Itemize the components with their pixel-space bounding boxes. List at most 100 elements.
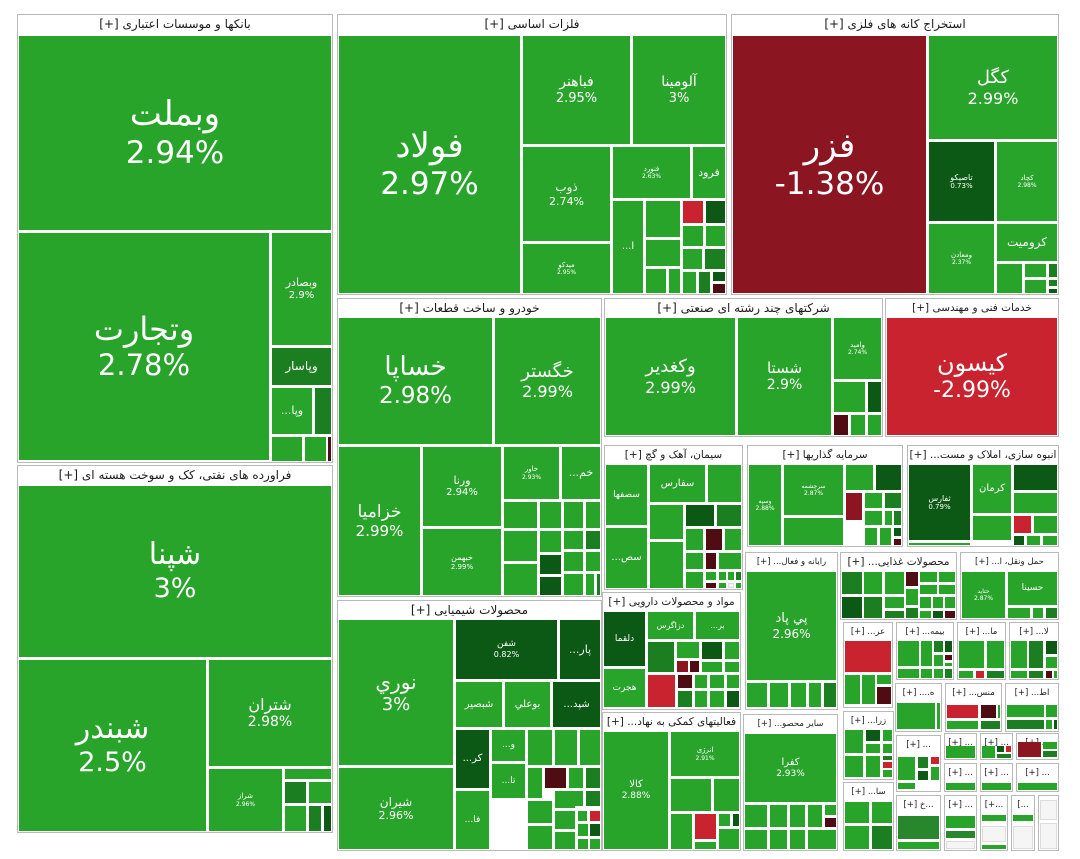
treemap-cell[interactable] xyxy=(946,831,975,838)
treemap-cell[interactable] xyxy=(1049,289,1057,293)
treemap-cell[interactable] xyxy=(791,683,806,707)
treemap-cell[interactable] xyxy=(784,518,843,545)
treemap-cell[interactable] xyxy=(845,802,869,823)
treemap-cell[interactable] xyxy=(714,779,739,811)
treemap-cell[interactable]: سصفها xyxy=(606,465,647,525)
treemap-cell[interactable]: انرژی 2.91% xyxy=(671,732,739,776)
treemap-cell[interactable] xyxy=(1033,608,1043,618)
treemap-cell[interactable] xyxy=(885,597,904,608)
treemap-cell[interactable] xyxy=(285,769,331,779)
treemap-cell[interactable] xyxy=(1011,671,1027,678)
treemap-cell[interactable] xyxy=(683,272,696,293)
sector-header[interactable]: شرکتهای چند رشته ای صنعتی [+] xyxy=(657,301,830,315)
treemap-cell[interactable] xyxy=(845,675,860,704)
treemap-cell[interactable] xyxy=(646,240,680,266)
treemap-cell[interactable] xyxy=(736,572,741,580)
treemap-cell[interactable]: فنورد 2.63% xyxy=(613,147,690,198)
treemap-cell[interactable] xyxy=(1049,264,1057,277)
treemap-cell[interactable] xyxy=(982,746,995,758)
treemap-cell[interactable] xyxy=(898,757,915,780)
treemap-cell[interactable] xyxy=(671,779,711,811)
treemap-cell[interactable] xyxy=(959,641,984,668)
treemap-cell[interactable] xyxy=(898,783,915,789)
treemap-cell[interactable] xyxy=(864,572,882,594)
sector-header[interactable]: [... xyxy=(1017,800,1029,810)
treemap-cell[interactable] xyxy=(578,811,587,821)
treemap-cell[interactable] xyxy=(976,671,984,678)
sector-header[interactable]: خودرو و ساخت قطعات [+] xyxy=(399,301,540,315)
treemap-cell[interactable]: شبصیر xyxy=(456,682,502,727)
treemap-cell[interactable] xyxy=(945,663,952,666)
sector-header[interactable]: سایر محصو... [+] xyxy=(757,719,824,729)
treemap-cell[interactable] xyxy=(1043,751,1057,757)
treemap-cell[interactable] xyxy=(678,691,692,707)
treemap-cell[interactable]: خم... xyxy=(562,447,600,499)
treemap-cell[interactable] xyxy=(883,756,892,760)
treemap-cell[interactable] xyxy=(713,272,725,281)
treemap-cell[interactable] xyxy=(973,516,1011,540)
sector-header[interactable]: ه.... [+] xyxy=(902,688,935,698)
sector-header[interactable]: [+] ... xyxy=(984,738,1009,748)
treemap-cell[interactable] xyxy=(898,669,919,678)
sector-header[interactable]: سا... [+] xyxy=(851,787,886,797)
sector-header[interactable]: [+] ... xyxy=(984,768,1009,778)
treemap-cell[interactable] xyxy=(918,771,928,780)
treemap-cell[interactable] xyxy=(683,249,702,269)
treemap-cell[interactable] xyxy=(894,511,901,525)
treemap-cell[interactable] xyxy=(898,816,939,839)
treemap-cell[interactable] xyxy=(906,572,918,586)
treemap-cell[interactable]: شستا 2.9% xyxy=(738,318,831,435)
treemap-cell[interactable] xyxy=(842,597,862,618)
treemap-cell[interactable] xyxy=(1013,815,1033,821)
treemap-cell[interactable]: وبملت 2.94% xyxy=(19,36,331,230)
treemap-cell[interactable] xyxy=(528,826,552,849)
treemap-cell[interactable] xyxy=(906,608,918,618)
treemap-cell[interactable]: کرمان xyxy=(973,465,1011,513)
treemap-cell[interactable] xyxy=(824,683,836,707)
treemap-cell[interactable]: و... xyxy=(492,730,525,761)
sector-header[interactable]: [+] خ... xyxy=(903,800,934,810)
sector-header[interactable]: [+] ... xyxy=(906,740,931,750)
treemap-cell[interactable] xyxy=(564,552,583,571)
treemap-cell[interactable] xyxy=(981,721,1000,729)
treemap-cell[interactable] xyxy=(578,839,588,849)
sector-header[interactable]: خدمات فنی و مهندسی [+] xyxy=(912,302,1032,314)
treemap-cell[interactable] xyxy=(745,805,767,827)
treemap-cell[interactable] xyxy=(650,542,683,588)
treemap-cell[interactable] xyxy=(945,655,952,660)
treemap-cell[interactable]: دزاگرس xyxy=(648,612,693,639)
treemap-cell[interactable] xyxy=(671,814,692,849)
treemap-cell[interactable] xyxy=(945,669,952,678)
treemap-cell[interactable]: وکغدیر 2.99% xyxy=(606,318,735,435)
treemap-cell[interactable]: وبصادر 2.9% xyxy=(272,233,331,345)
treemap-cell[interactable] xyxy=(885,611,904,618)
treemap-cell[interactable] xyxy=(866,730,880,741)
treemap-cell[interactable] xyxy=(1046,705,1057,717)
treemap-cell[interactable]: هجرت xyxy=(604,669,645,707)
treemap-cell[interactable] xyxy=(939,572,955,582)
treemap-cell[interactable] xyxy=(677,661,688,672)
treemap-cell[interactable] xyxy=(586,502,600,528)
sector-header[interactable]: محصولات شیمیایی [+] xyxy=(410,603,529,617)
treemap-cell[interactable] xyxy=(1014,536,1024,545)
treemap-cell[interactable] xyxy=(868,415,881,435)
treemap-cell[interactable]: کیسون -2.99% xyxy=(887,318,1057,435)
treemap-cell[interactable] xyxy=(808,805,822,827)
treemap-cell[interactable]: ومعادن 2.37% xyxy=(929,224,994,293)
treemap-cell[interactable] xyxy=(1014,493,1057,513)
treemap-cell[interactable] xyxy=(540,531,561,552)
treemap-cell[interactable] xyxy=(894,528,901,536)
sector-header[interactable]: مواد و محصولات دارویی [+] xyxy=(608,596,735,608)
treemap-cell[interactable] xyxy=(868,382,881,412)
treemap-cell[interactable] xyxy=(834,415,848,435)
treemap-cell[interactable] xyxy=(845,756,863,777)
treemap-cell[interactable] xyxy=(885,572,904,594)
sector-header[interactable]: لا... [+] xyxy=(1019,627,1049,637)
treemap-cell[interactable] xyxy=(1046,657,1057,668)
treemap-cell[interactable]: خبهمن 2.99% xyxy=(423,529,501,595)
treemap-cell[interactable]: وپاسار xyxy=(272,348,331,385)
treemap-cell[interactable] xyxy=(876,465,901,490)
treemap-cell[interactable] xyxy=(719,814,730,826)
treemap-cell[interactable] xyxy=(1043,742,1057,749)
treemap-cell[interactable] xyxy=(686,553,703,569)
